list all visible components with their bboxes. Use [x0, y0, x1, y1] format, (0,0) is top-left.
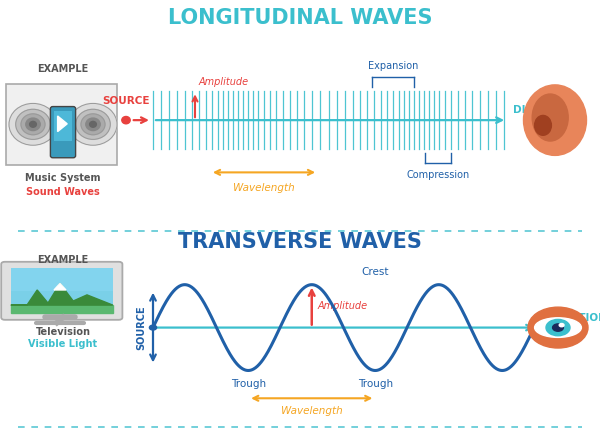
Polygon shape: [11, 283, 113, 305]
Circle shape: [9, 103, 57, 145]
FancyBboxPatch shape: [11, 268, 113, 313]
Polygon shape: [58, 116, 67, 132]
Text: Visible Light: Visible Light: [28, 339, 98, 349]
Text: Sound Waves: Sound Waves: [26, 187, 100, 197]
Text: EXAMPLE: EXAMPLE: [37, 64, 89, 74]
Circle shape: [76, 109, 110, 139]
Text: SOURCE: SOURCE: [136, 305, 146, 350]
Ellipse shape: [523, 85, 587, 156]
Circle shape: [86, 118, 100, 130]
Text: Wavelength: Wavelength: [233, 183, 295, 193]
Text: EXAMPLE: EXAMPLE: [37, 255, 89, 265]
Circle shape: [16, 109, 50, 139]
Circle shape: [81, 114, 105, 135]
Circle shape: [29, 122, 37, 127]
Text: Expansion: Expansion: [368, 61, 418, 71]
Circle shape: [546, 320, 570, 336]
Circle shape: [559, 324, 564, 327]
FancyBboxPatch shape: [6, 84, 117, 164]
FancyBboxPatch shape: [1, 262, 122, 320]
Text: Television: Television: [35, 328, 91, 338]
Text: Amplitude: Amplitude: [318, 301, 368, 311]
FancyBboxPatch shape: [54, 111, 72, 141]
Ellipse shape: [535, 318, 581, 337]
Text: Wavelength: Wavelength: [281, 407, 343, 416]
Circle shape: [122, 117, 130, 124]
Circle shape: [553, 324, 563, 331]
Text: Compression: Compression: [406, 170, 470, 180]
Circle shape: [89, 122, 97, 127]
FancyBboxPatch shape: [50, 107, 76, 158]
Polygon shape: [11, 305, 113, 313]
Circle shape: [26, 118, 40, 130]
Circle shape: [528, 307, 588, 348]
Text: DIRECTION: DIRECTION: [543, 313, 600, 324]
Text: Amplitude: Amplitude: [199, 77, 249, 87]
FancyBboxPatch shape: [11, 268, 113, 291]
Ellipse shape: [532, 94, 568, 141]
Polygon shape: [54, 283, 66, 290]
Text: DIRECTION: DIRECTION: [513, 105, 577, 115]
Text: Crest: Crest: [361, 267, 389, 277]
Text: Music System: Music System: [25, 173, 101, 183]
Text: Trough: Trough: [358, 380, 393, 389]
Circle shape: [149, 325, 157, 330]
Text: TRANSVERSE WAVES: TRANSVERSE WAVES: [178, 232, 422, 251]
Text: Trough: Trough: [230, 380, 266, 389]
Circle shape: [69, 103, 117, 145]
Circle shape: [21, 114, 45, 135]
Ellipse shape: [535, 115, 551, 135]
Text: LONGITUDINAL WAVES: LONGITUDINAL WAVES: [168, 8, 432, 28]
Text: SOURCE: SOURCE: [102, 95, 150, 106]
